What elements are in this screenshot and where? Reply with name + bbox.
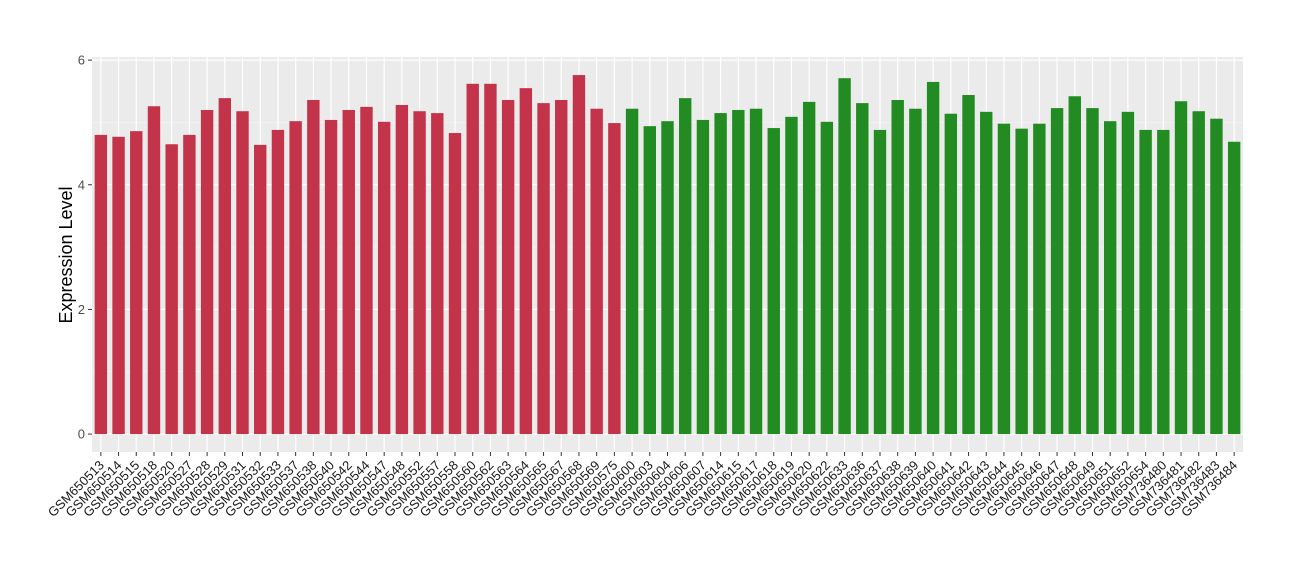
bar — [785, 116, 798, 435]
bar — [307, 100, 320, 435]
bar — [643, 126, 656, 435]
y-tick-label: 2 — [78, 302, 85, 317]
bar — [679, 98, 692, 435]
bar — [732, 109, 745, 435]
bar — [413, 111, 426, 435]
bar — [696, 119, 710, 435]
bar — [165, 144, 178, 435]
bar — [484, 83, 497, 435]
bar — [962, 95, 975, 435]
bar — [1157, 129, 1170, 435]
bar — [377, 121, 391, 435]
bar — [342, 109, 355, 435]
bar — [1210, 118, 1223, 435]
y-tick-label: 0 — [78, 427, 85, 442]
y-tick-label: 4 — [78, 177, 85, 192]
bar — [572, 75, 586, 435]
bar — [395, 104, 409, 435]
bar — [1068, 96, 1081, 435]
bar — [537, 103, 550, 435]
bar — [112, 136, 125, 435]
bar — [891, 100, 904, 435]
bar — [448, 133, 462, 435]
bar — [183, 134, 196, 435]
bar — [873, 129, 887, 435]
bar — [1227, 141, 1241, 435]
y-axis-title: Expression Level — [56, 186, 76, 323]
bar — [1050, 108, 1064, 435]
bar — [271, 129, 285, 435]
bar — [856, 103, 869, 435]
bar — [501, 100, 515, 435]
y-tick-label: 6 — [78, 53, 85, 68]
bar — [1174, 101, 1188, 435]
bar — [767, 128, 780, 435]
bar — [1103, 121, 1117, 435]
bar — [608, 123, 621, 435]
bar — [1121, 111, 1135, 435]
bar — [147, 106, 161, 435]
bar — [909, 108, 922, 435]
bar — [218, 98, 232, 435]
bar — [200, 109, 214, 435]
bar — [324, 119, 338, 435]
bar — [130, 131, 143, 435]
bar — [94, 134, 108, 435]
bar — [625, 108, 639, 435]
bar — [1139, 129, 1152, 435]
bar — [820, 121, 834, 435]
bar — [1192, 111, 1205, 435]
bar — [590, 108, 603, 435]
bar — [1033, 123, 1046, 435]
bar — [236, 111, 249, 435]
bar — [802, 101, 816, 435]
bar — [997, 123, 1011, 435]
bar — [980, 111, 993, 435]
bar — [555, 100, 568, 435]
bar — [1015, 128, 1028, 435]
bar — [431, 113, 444, 435]
bar — [661, 121, 674, 435]
bar — [466, 83, 479, 435]
bar — [1086, 108, 1099, 435]
bar — [254, 144, 267, 435]
bar — [926, 81, 940, 435]
bar — [749, 108, 763, 435]
bar — [714, 113, 727, 435]
bar — [289, 121, 302, 435]
bar — [944, 113, 958, 435]
bar — [519, 88, 533, 435]
bar — [360, 106, 373, 435]
bar — [838, 78, 851, 435]
